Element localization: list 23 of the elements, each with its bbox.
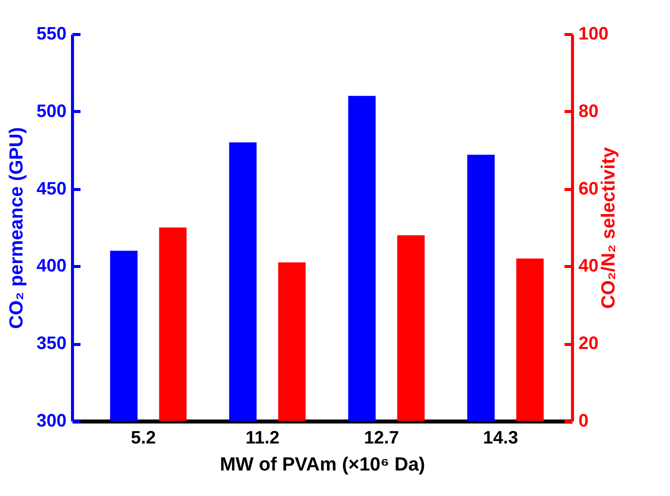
bar bbox=[159, 228, 187, 421]
x-tick-label: 5.2 bbox=[130, 428, 156, 448]
x-tick-label: 11.2 bbox=[245, 428, 280, 448]
x-tick-label: 12.7 bbox=[364, 428, 400, 448]
bar bbox=[278, 262, 306, 421]
y2-axis-title: CO₂/N₂ selectivity bbox=[598, 146, 620, 309]
bar bbox=[516, 258, 544, 421]
y-tick-label: 450 bbox=[36, 178, 66, 198]
y2-tick-label: 0 bbox=[578, 410, 589, 430]
y-axis-title: CO₂ permeance (GPU) bbox=[6, 127, 28, 329]
y-tick-label: 500 bbox=[36, 100, 66, 121]
y2-tick-label: 100 bbox=[578, 24, 609, 44]
y-tick-label: 400 bbox=[36, 256, 66, 276]
x-axis-title: MW of PVAm (×10⁶ Da) bbox=[220, 454, 426, 476]
y2-tick-label: 80 bbox=[578, 100, 599, 121]
y-tick-label: 550 bbox=[36, 24, 66, 44]
bar bbox=[397, 235, 425, 421]
y2-tick-label: 20 bbox=[578, 333, 599, 354]
y2-tick-label: 60 bbox=[578, 178, 599, 198]
y-tick-label: 350 bbox=[36, 333, 66, 354]
y2-tick-label: 40 bbox=[578, 256, 599, 276]
x-tick-label: 14.3 bbox=[483, 428, 518, 448]
y-tick-label: 300 bbox=[36, 410, 66, 430]
